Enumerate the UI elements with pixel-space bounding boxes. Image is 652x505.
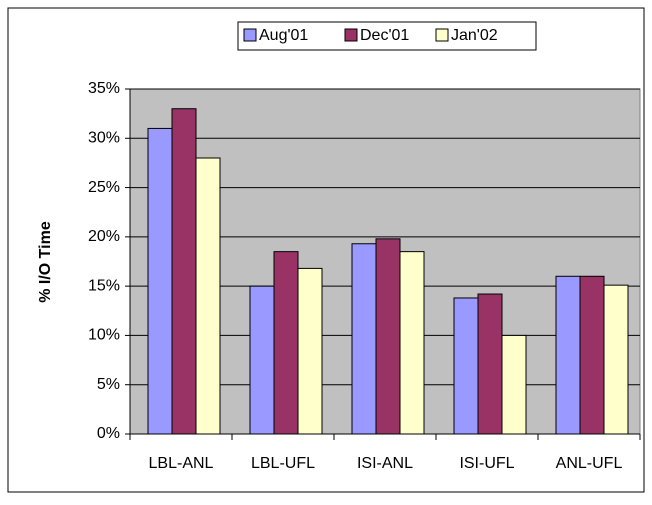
bar [273, 251, 299, 435]
x-tick-label: LBL-UFL [251, 455, 315, 472]
y-tick-label: 15% [88, 277, 120, 294]
legend-label: Jan'02 [451, 27, 498, 44]
x-tick-label: ANL-UFL [556, 455, 623, 472]
legend-swatch [243, 28, 257, 42]
legend-swatch [435, 28, 449, 42]
bar [375, 238, 401, 435]
legend-label: Dec'01 [360, 27, 409, 44]
y-tick-label: 35% [88, 80, 120, 97]
y-tick-label: 10% [88, 327, 120, 344]
bar [453, 297, 479, 435]
legend-box [237, 21, 537, 51]
bar [555, 275, 581, 435]
bar [501, 334, 527, 435]
legend-label: Aug'01 [259, 27, 308, 44]
bar [399, 251, 425, 435]
bar [297, 267, 323, 435]
bar [147, 127, 173, 435]
y-tick-label: 0% [97, 425, 120, 442]
bar [477, 293, 503, 435]
y-tick-label: 5% [97, 376, 120, 393]
y-tick-label: 20% [88, 228, 120, 245]
bar [171, 108, 197, 435]
y-tick-label: 30% [88, 130, 120, 147]
legend-swatch [344, 28, 358, 42]
x-tick-label: LBL-ANL [149, 455, 214, 472]
bar [579, 275, 605, 435]
bar [351, 243, 377, 435]
x-tick-label: ISI-UFL [459, 455, 514, 472]
bar [603, 284, 629, 435]
y-tick-label: 25% [88, 179, 120, 196]
x-tick-label: ISI-ANL [357, 455, 413, 472]
y-axis-label: % I/O Time [37, 221, 54, 303]
bar [249, 285, 275, 435]
bar [195, 157, 221, 435]
